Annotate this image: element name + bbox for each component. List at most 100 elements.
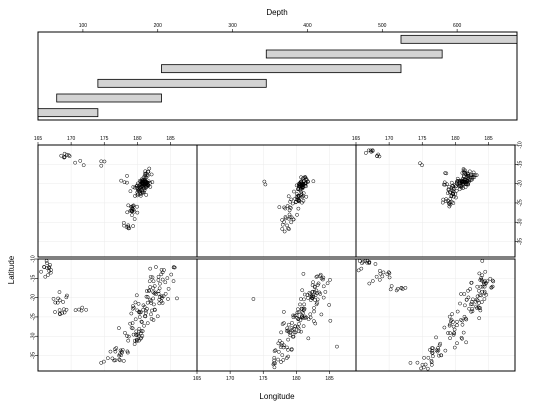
data-point xyxy=(142,323,146,328)
data-point xyxy=(448,331,452,335)
data-point xyxy=(480,278,484,283)
data-point xyxy=(138,183,143,187)
data-point xyxy=(313,298,317,302)
data-point xyxy=(293,324,297,329)
data-point xyxy=(311,280,315,285)
data-point xyxy=(483,269,488,274)
data-point xyxy=(296,326,301,331)
data-point xyxy=(288,330,293,335)
data-point xyxy=(290,320,294,325)
data-point xyxy=(449,194,454,199)
data-point xyxy=(288,206,293,210)
data-point xyxy=(480,259,485,263)
data-point xyxy=(296,206,301,211)
depth-interval-bar xyxy=(161,64,402,74)
data-point xyxy=(285,204,290,208)
data-point xyxy=(448,190,453,195)
data-point xyxy=(299,329,303,334)
data-point xyxy=(297,321,301,326)
data-point xyxy=(130,321,135,325)
data-point xyxy=(423,362,428,367)
data-point xyxy=(473,299,478,304)
data-point xyxy=(151,279,156,284)
scatter-panel-frame xyxy=(355,258,516,372)
x-tick-label: 185 xyxy=(484,136,493,142)
data-point xyxy=(61,300,65,304)
data-point xyxy=(366,148,371,153)
data-point xyxy=(367,281,372,286)
data-point xyxy=(299,314,304,318)
y-tick-label: -25 xyxy=(30,313,36,320)
data-point xyxy=(131,224,135,228)
data-point xyxy=(459,318,463,322)
data-point xyxy=(466,288,470,293)
data-point xyxy=(139,319,144,324)
data-point xyxy=(314,291,319,296)
data-point xyxy=(137,310,142,315)
data-point xyxy=(153,290,158,295)
data-point xyxy=(312,319,316,323)
data-point xyxy=(477,288,481,293)
data-point xyxy=(305,293,310,297)
data-point xyxy=(280,222,285,227)
data-point xyxy=(291,217,296,222)
data-point xyxy=(363,259,368,263)
data-point xyxy=(304,177,309,182)
data-point xyxy=(291,334,296,339)
data-point xyxy=(321,284,326,289)
data-point xyxy=(60,311,65,315)
data-point xyxy=(429,358,434,363)
data-point xyxy=(151,290,156,295)
data-point xyxy=(477,316,482,321)
data-point xyxy=(468,287,472,291)
y-tick-label: -30 xyxy=(517,218,523,225)
data-point xyxy=(137,338,141,343)
data-point xyxy=(286,354,290,359)
data-point xyxy=(317,290,322,295)
data-point xyxy=(151,318,156,322)
shingle-tick-label: 500 xyxy=(378,23,387,29)
data-point xyxy=(377,154,382,159)
data-point xyxy=(444,171,449,176)
data-point xyxy=(135,210,140,215)
data-point xyxy=(130,209,134,213)
data-point xyxy=(135,204,139,209)
data-point xyxy=(315,283,320,287)
x-tick-label: 175 xyxy=(418,136,427,142)
data-point xyxy=(373,262,378,266)
data-point xyxy=(149,301,153,305)
scatter-panel-frame xyxy=(355,144,516,258)
data-point xyxy=(451,192,456,196)
data-point xyxy=(443,348,448,353)
data-point xyxy=(134,339,139,343)
data-point xyxy=(133,338,137,343)
data-point xyxy=(137,188,141,193)
data-point xyxy=(57,308,62,312)
y-tick-label: -30 xyxy=(30,332,36,339)
depth-intervals xyxy=(37,34,518,118)
data-point xyxy=(430,348,434,353)
data-point xyxy=(461,186,465,190)
data-point xyxy=(415,360,420,365)
data-point xyxy=(389,284,394,288)
y-tick-label: -35 xyxy=(517,238,523,245)
data-point xyxy=(310,290,315,294)
data-point xyxy=(313,321,318,326)
panel-points xyxy=(262,175,316,234)
data-point xyxy=(57,290,62,294)
data-point xyxy=(312,309,316,314)
data-point xyxy=(303,175,307,179)
data-point xyxy=(482,281,486,286)
data-point xyxy=(47,265,52,269)
data-point xyxy=(137,315,142,319)
data-point xyxy=(460,179,465,183)
data-point xyxy=(291,313,296,318)
data-point xyxy=(319,312,324,317)
data-point xyxy=(474,297,479,302)
data-point xyxy=(451,201,456,205)
data-point xyxy=(312,306,316,310)
data-point xyxy=(158,281,162,286)
data-point xyxy=(149,317,154,321)
data-point xyxy=(290,201,295,206)
data-point xyxy=(292,330,297,335)
